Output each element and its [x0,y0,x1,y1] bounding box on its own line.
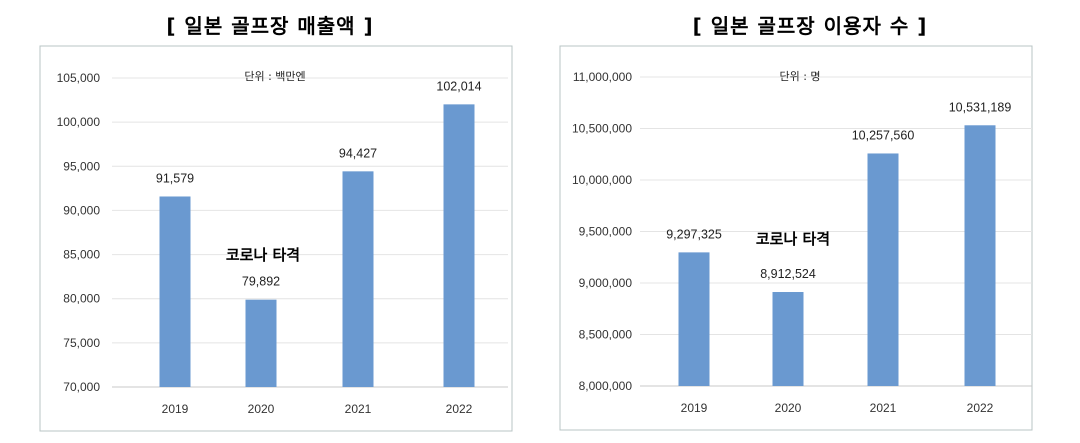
y-tick-label: 8,500,000 [579,328,633,342]
annotation-label: 코로나 타격 [756,230,830,248]
data-label: 79,892 [242,275,280,289]
x-tick-label: 2022 [446,402,473,416]
y-tick-label: 9,000,000 [579,276,633,290]
sales-bar-chart: 70,000 75,000 80,000 85,000 90,000 95,000 100,… [39,45,513,432]
y-tick-label: 80,000 [63,292,100,306]
unit-label: 단위 : 명 [779,70,820,83]
data-label: 10,531,189 [949,100,1012,114]
data-label: 9,297,325 [666,227,722,241]
y-tick-label: 70,000 [63,380,100,394]
users-bar-chart: 8,000,000 8,500,000 9,000,000 9,500,000 10,0… [559,45,1033,431]
x-tick-label: 2021 [345,402,372,416]
bar [342,171,374,387]
y-tick-label: 8,000,000 [579,379,633,393]
y-tick-label: 100,000 [57,115,101,129]
annotation-label: 코로나 타격 [226,246,300,264]
chart-title: [ 일본 골프장 이용자 수 ] [692,14,928,38]
x-tick-label: 2019 [162,402,189,416]
data-label: 94,427 [339,146,377,160]
data-label: 91,579 [156,171,194,185]
bar [678,252,710,386]
y-tick-label: 10,000,000 [572,173,632,187]
chart-panel-users: [ 일본 골프장 이용자 수 ] 8,000,000 8,500,000 9,000… [540,0,1080,443]
bar [964,125,996,386]
bar [867,153,899,386]
data-label: 102,014 [436,79,481,93]
chart-panel-sales: [ 일본 골프장 매출액 ] 70,000 75,000 80,000 85,000 9… [39,14,513,432]
x-tick-label: 2020 [248,402,275,416]
y-tick-label: 10,500,000 [572,122,632,136]
data-label: 8,912,524 [760,267,816,281]
y-tick-label: 95,000 [63,159,100,173]
x-tick-label: 2019 [681,401,708,415]
y-tick-label: 105,000 [57,71,101,85]
x-tick-label: 2021 [870,401,897,415]
bar [772,292,804,386]
x-tick-label: 2022 [967,401,994,415]
data-label: 10,257,560 [852,128,915,142]
y-tick-label: 11,000,000 [573,70,632,84]
bar [245,299,277,387]
y-tick-label: 90,000 [63,203,100,217]
chart-title: [ 일본 골프장 매출액 ] [166,14,374,38]
x-tick-label: 2020 [775,401,802,415]
y-tick-label: 75,000 [63,336,100,350]
y-tick-label: 9,500,000 [579,225,633,239]
unit-label: 단위 : 백만엔 [244,70,305,83]
bar [159,196,191,387]
bar [443,104,475,387]
y-tick-label: 85,000 [63,248,100,262]
